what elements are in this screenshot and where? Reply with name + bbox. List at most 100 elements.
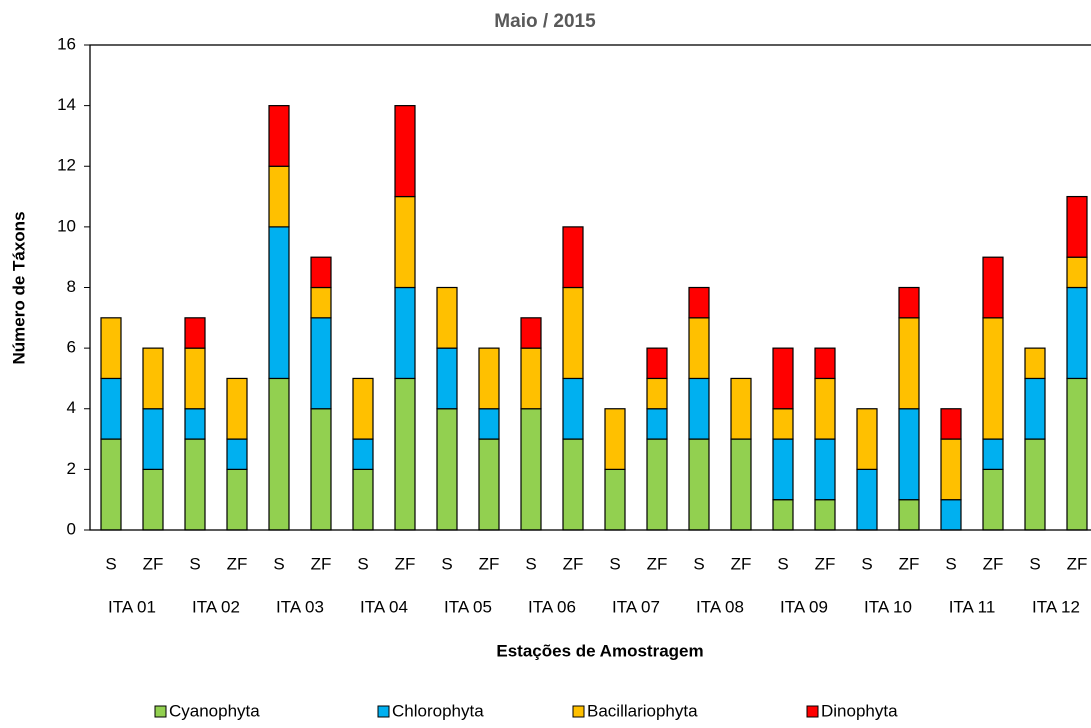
bar-segment [520, 408, 542, 531]
y-tick-label: 2 [67, 459, 76, 478]
x-tick-label: ZF [143, 554, 164, 573]
bar-segment [142, 408, 164, 470]
bar-segment [1066, 256, 1088, 289]
x-tick-label: S [945, 554, 956, 573]
bar-segment [184, 317, 206, 349]
bar-segment [436, 347, 458, 410]
legend-swatch [154, 705, 167, 718]
x-group-label: ITA 07 [612, 597, 660, 616]
bar-segment [898, 317, 920, 410]
x-tick-label: S [525, 554, 536, 573]
x-group-label: ITA 03 [276, 597, 324, 616]
x-tick-label: S [693, 554, 704, 573]
bar-segment [394, 105, 416, 198]
bar-segment [898, 286, 920, 319]
bar-segment [940, 499, 962, 531]
bar-segment [184, 347, 206, 410]
bar-segment [1024, 377, 1046, 440]
bar-segment [1066, 377, 1088, 531]
bar-segment [352, 377, 374, 440]
y-tick-label: 10 [57, 216, 76, 235]
y-tick-label: 0 [67, 519, 76, 538]
x-tick-label: ZF [395, 554, 416, 573]
bar-segment [562, 438, 584, 531]
x-tick-label: S [609, 554, 620, 573]
y-tick-label: 16 [57, 34, 76, 53]
bar-segment [940, 408, 962, 440]
bar-segment [310, 317, 332, 410]
x-tick-label: S [861, 554, 872, 573]
x-tick-label: S [273, 554, 284, 573]
x-tick-label: S [1029, 554, 1040, 573]
chart-title: Maio / 2015 [494, 11, 596, 32]
x-tick-label: S [441, 554, 452, 573]
x-tick-label: ZF [227, 554, 248, 573]
x-group-label: ITA 04 [360, 597, 408, 616]
x-group-label: ITA 11 [949, 597, 996, 616]
bar-segment [730, 377, 752, 440]
plot-frame [89, 44, 1091, 531]
y-tick-label: 4 [67, 398, 76, 417]
bar-segment [100, 377, 122, 440]
bar-segment [268, 105, 290, 167]
bar-segment [142, 347, 164, 410]
x-tick-label: ZF [479, 554, 500, 573]
bar-segment [310, 408, 332, 531]
y-tick-label: 14 [57, 95, 76, 114]
bar-segment [772, 408, 794, 440]
x-tick-label: ZF [899, 554, 920, 573]
x-group-label: ITA 10 [864, 597, 912, 616]
bar-segment [184, 408, 206, 440]
x-group-label: ITA 01 [108, 597, 156, 616]
bar-segment [562, 226, 584, 289]
x-group-label: ITA 06 [528, 597, 576, 616]
bar-segment [100, 317, 122, 380]
bar-segment [646, 408, 668, 440]
bar-segment [268, 165, 290, 228]
bar-segment [688, 377, 710, 440]
bar-segment [982, 438, 1004, 470]
x-tick-label: ZF [983, 554, 1004, 573]
bar-segment [982, 317, 1004, 440]
bar-segment [772, 438, 794, 501]
x-tick-label: ZF [647, 554, 668, 573]
y-tick-label: 12 [57, 156, 76, 175]
bar-segment [772, 347, 794, 410]
bar-segment [352, 438, 374, 470]
legend-swatch [572, 705, 585, 718]
x-group-label: ITA 09 [780, 597, 828, 616]
bar-segment [226, 438, 248, 470]
bar-segment [268, 226, 290, 380]
bar-segment [730, 438, 752, 531]
bar-segment [688, 438, 710, 531]
x-tick-label: ZF [311, 554, 332, 573]
legend-label: Dinophyta [821, 701, 898, 720]
x-tick-label: ZF [563, 554, 584, 573]
bar-segment [688, 286, 710, 319]
bar-segment [646, 377, 668, 410]
bar-segment [478, 408, 500, 440]
bar-segment [982, 468, 1004, 531]
x-tick-label: ZF [731, 554, 752, 573]
bar-segment [394, 286, 416, 380]
bar-segment [352, 468, 374, 531]
bar-segment [604, 408, 626, 470]
bar-segment [226, 468, 248, 531]
legend-swatch [377, 705, 390, 718]
y-tick-label: 6 [67, 338, 76, 357]
bar-segment [310, 286, 332, 319]
legend-label: Chlorophyta [392, 701, 484, 720]
bar-segment [646, 347, 668, 380]
bar-segment [646, 438, 668, 531]
bar-segment [100, 438, 122, 531]
bar-segment [604, 468, 626, 531]
bar-segment [898, 408, 920, 501]
bar-segment [394, 195, 416, 289]
bar-segment [268, 377, 290, 531]
x-tick-label: S [189, 554, 200, 573]
bar-segment [856, 468, 878, 531]
bar-segment [940, 438, 962, 501]
legend-label: Bacillariophyta [587, 701, 698, 720]
x-group-label: ITA 12 [1032, 597, 1080, 616]
